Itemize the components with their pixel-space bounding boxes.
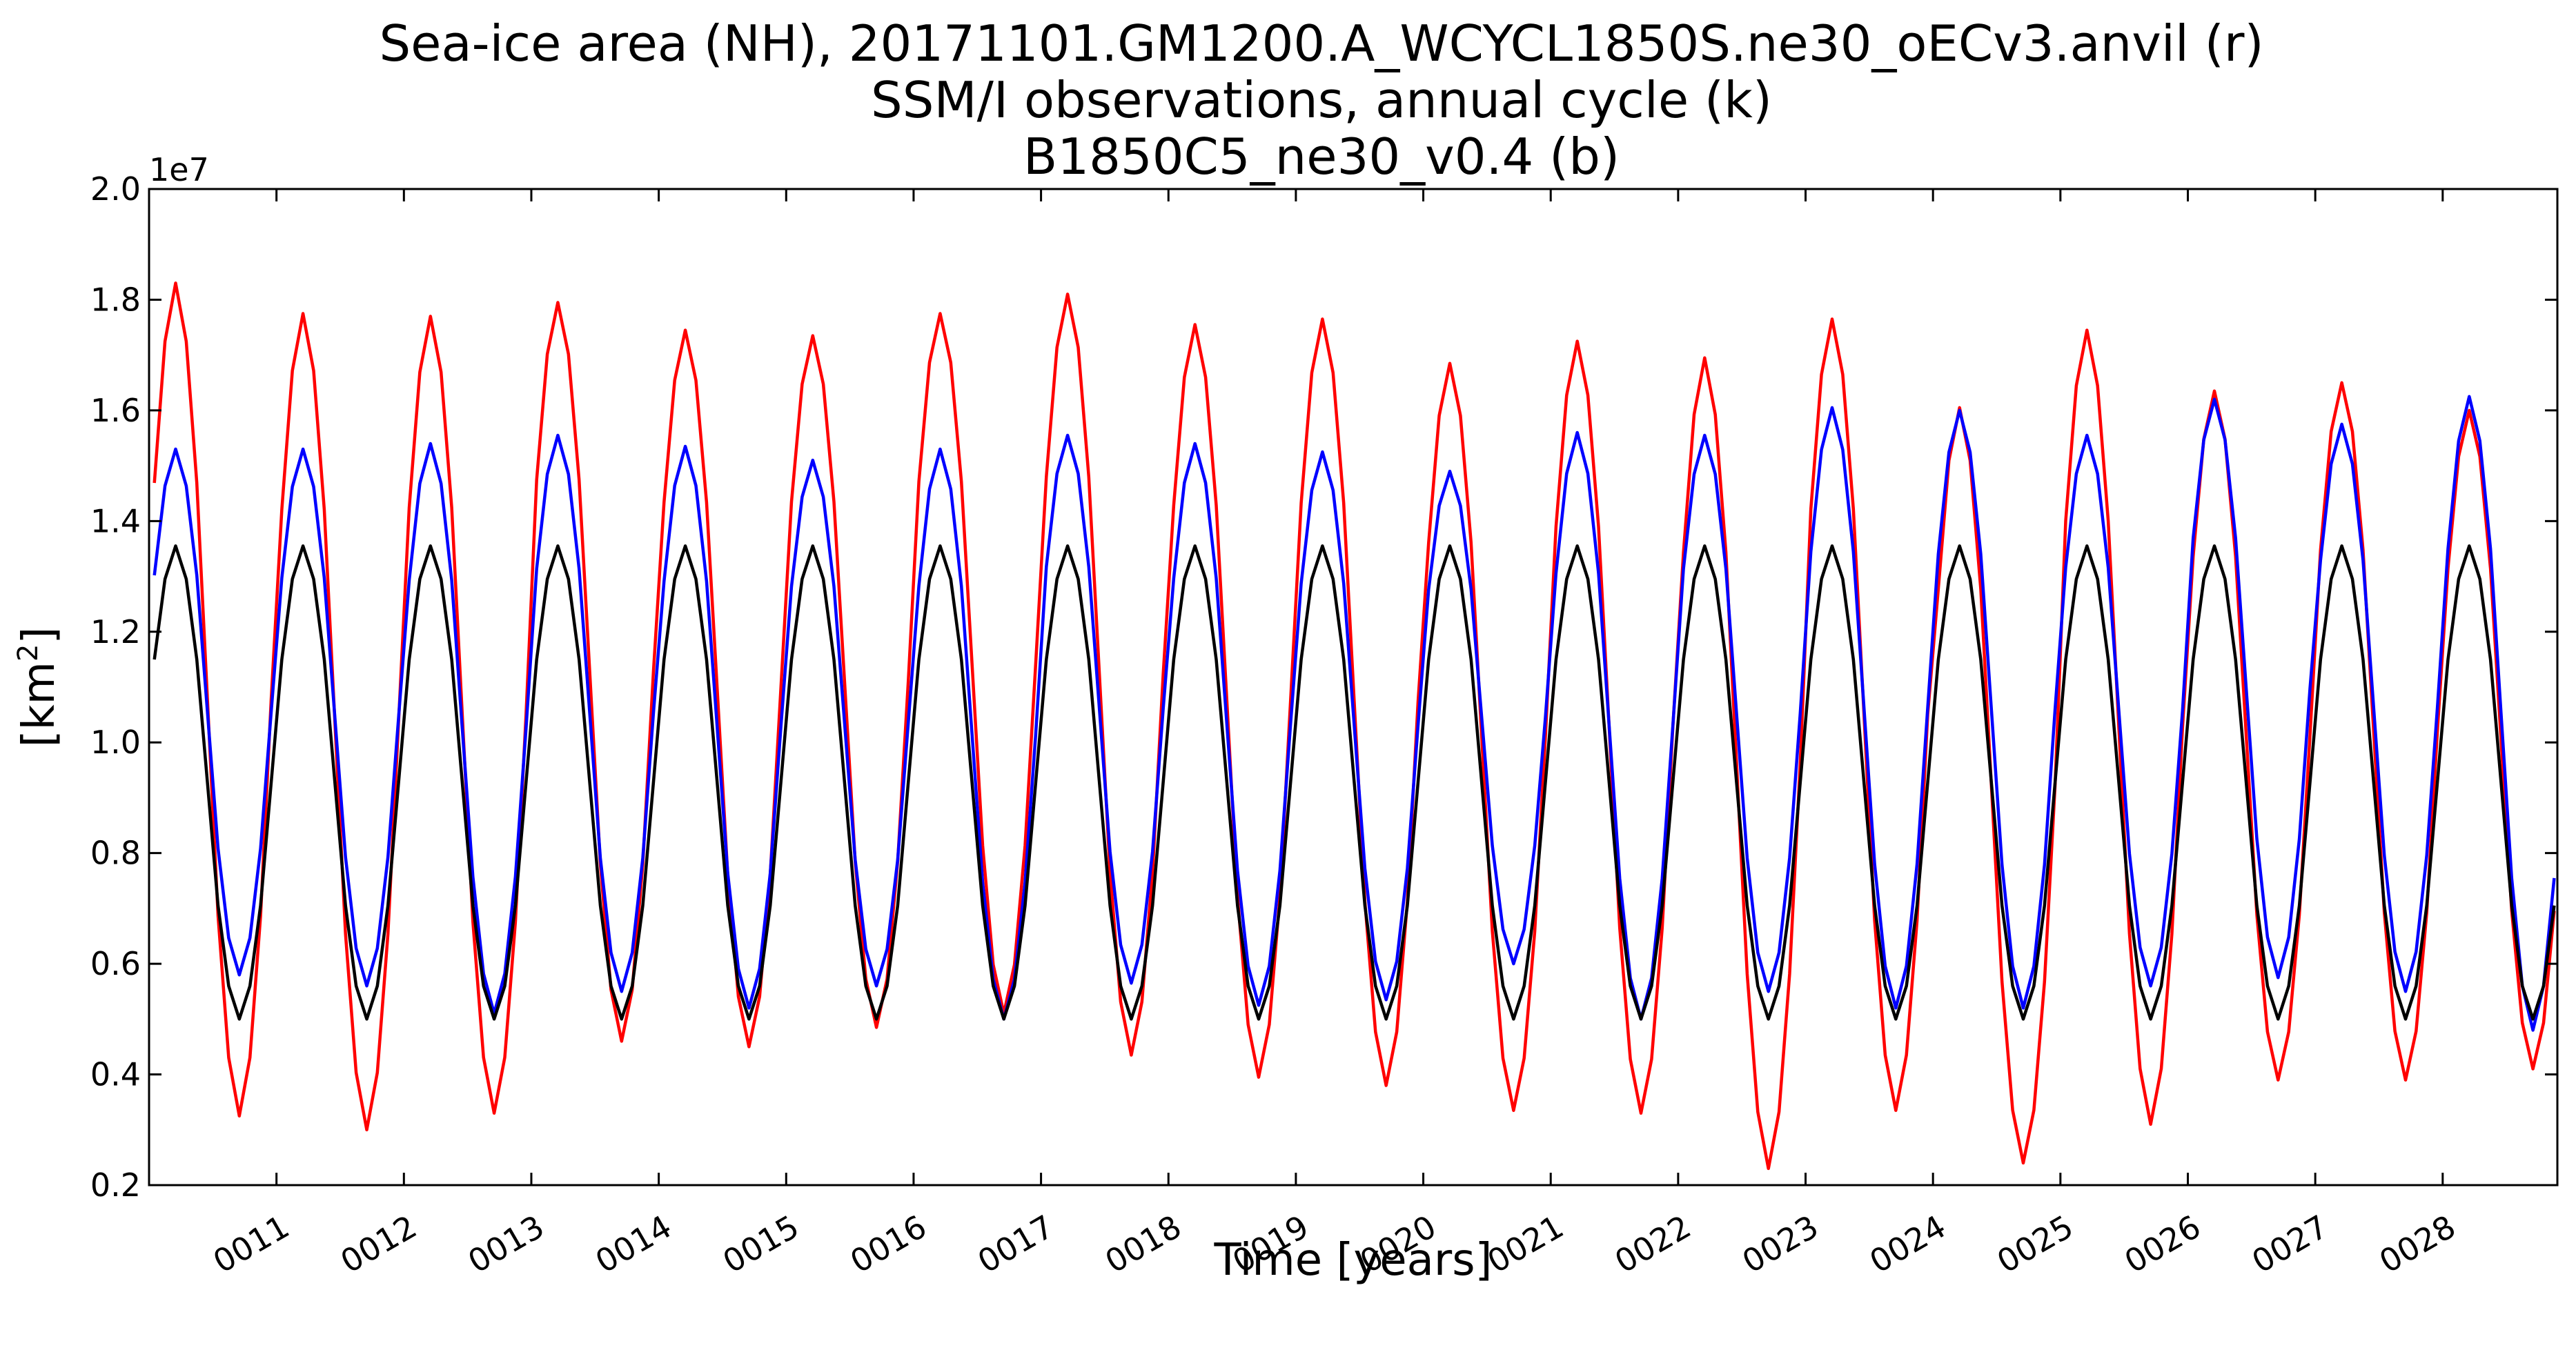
chart-title: Sea-ice area (NH), 20171101.GM1200.A_WCY… — [379, 14, 2263, 186]
x-tick-label: 0025 — [1991, 1208, 2079, 1280]
y-axis-label-suffix: ] — [14, 627, 65, 644]
y-axis-label-superscript: 2 — [12, 644, 44, 662]
y-axis-label-prefix: [km — [14, 662, 65, 747]
x-tick-label: 0016 — [844, 1208, 932, 1280]
x-tick-label: 0027 — [2245, 1208, 2334, 1280]
series-line-2 — [153, 395, 2556, 1032]
y-axis-label: [km2] — [12, 627, 65, 748]
x-tick-label: 0022 — [1609, 1208, 1697, 1280]
y-tick-label: 0.2 — [90, 1167, 141, 1204]
plot-frame — [148, 188, 2559, 1187]
title-line-3: B1850C5_ne30_v0.4 (b) — [1023, 128, 1620, 186]
x-axis-label: Time [years] — [1213, 1235, 1492, 1286]
x-tick-label: 0024 — [1863, 1208, 1951, 1280]
x-tick-label: 0017 — [972, 1208, 1060, 1280]
x-tick-label: 0023 — [1736, 1208, 1825, 1280]
x-tick-label: 0012 — [334, 1208, 422, 1280]
y-tick-label: 1.0 — [90, 724, 141, 761]
title-line-2: SSM/I observations, annual cycle (k) — [871, 71, 1772, 129]
series-line-1 — [153, 281, 2556, 1171]
y-offset-label: 1e7 — [149, 151, 209, 188]
y-tick-label: 1.8 — [90, 281, 141, 318]
x-tick-label: 0028 — [2373, 1208, 2461, 1280]
series-layer — [153, 281, 2556, 1171]
x-tick-label: 0011 — [207, 1208, 295, 1280]
y-tick-label: 1.4 — [90, 502, 141, 539]
series-line-3 — [153, 544, 2556, 1021]
x-tick-label: 0013 — [462, 1208, 550, 1280]
y-tick-label: 1.6 — [90, 392, 141, 429]
y-tick-label: 2.0 — [90, 170, 141, 208]
x-tick-label: 0014 — [589, 1208, 678, 1280]
y-tick-label: 0.4 — [90, 1056, 141, 1093]
x-tick-label: 0026 — [2118, 1208, 2207, 1280]
title-line-1: Sea-ice area (NH), 20171101.GM1200.A_WCY… — [379, 14, 2263, 72]
y-tick-label: 0.8 — [90, 835, 141, 872]
x-axis: 0011 0012 0013 0014 0015 0016 0017 0018 0019 0020… — [207, 189, 2461, 1280]
y-tick-label: 0.6 — [90, 945, 141, 982]
y-tick-label: 1.2 — [90, 613, 141, 651]
x-tick-label: 0021 — [1481, 1208, 1569, 1280]
y-axis: 0.2 0.4 0.6 0.8 1.0 1.2 1.4 1.6 1.8 2.0 — [90, 170, 2557, 1204]
x-tick-label: 0018 — [1099, 1208, 1187, 1280]
x-tick-label: 0015 — [716, 1208, 805, 1280]
